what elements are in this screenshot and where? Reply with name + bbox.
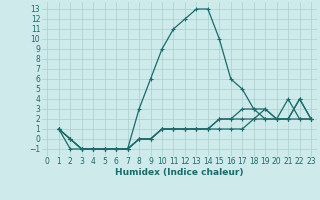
X-axis label: Humidex (Indice chaleur): Humidex (Indice chaleur) [115, 168, 244, 177]
